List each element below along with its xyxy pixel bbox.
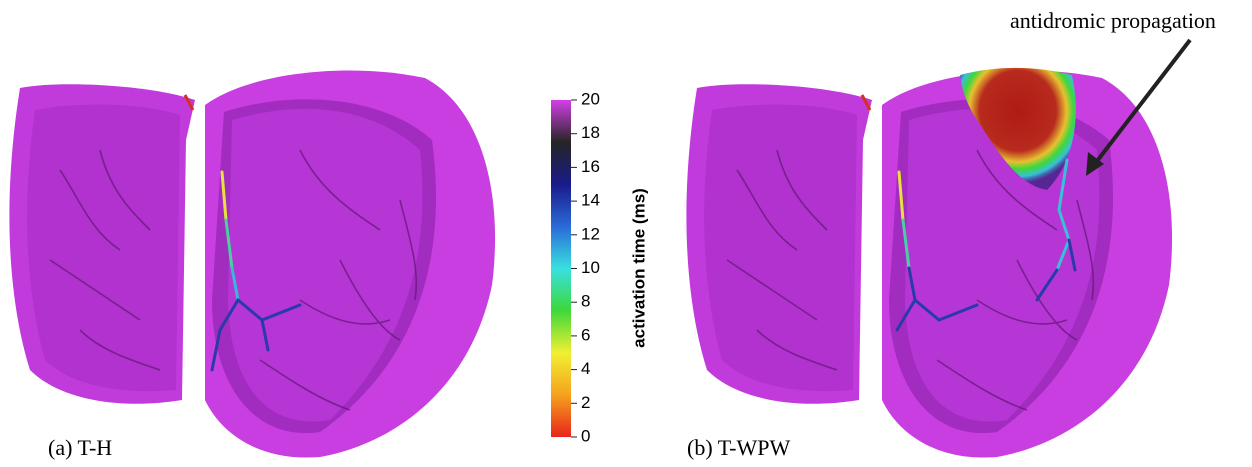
tick-label: 16 bbox=[581, 157, 600, 176]
tick-label: 10 bbox=[581, 258, 600, 277]
colorbar-label: activation time (ms) bbox=[629, 188, 648, 348]
tick-label: 0 bbox=[581, 426, 590, 445]
tick-label: 12 bbox=[581, 224, 600, 243]
tick-label: 4 bbox=[581, 359, 590, 378]
tick-label: 6 bbox=[581, 325, 590, 344]
colorbar: activation time (ms) 0 2 4 6 8 10 12 14 16 18 20 bbox=[551, 89, 648, 445]
tick-label: 8 bbox=[581, 292, 590, 311]
annotation: antidromic propagation bbox=[1010, 8, 1216, 33]
tick-label: 18 bbox=[581, 123, 600, 142]
panel-caption: (a) T-H bbox=[48, 435, 112, 460]
heart-render bbox=[9, 71, 495, 458]
tick-label: 14 bbox=[581, 191, 600, 210]
panel-caption: (b) T-WPW bbox=[687, 435, 791, 460]
heart-render bbox=[686, 71, 1172, 458]
figure: (a) T-H (b) T-WPW antidromic propagation… bbox=[0, 0, 1252, 467]
tick-label: 20 bbox=[581, 89, 600, 108]
colorbar-ramp bbox=[551, 100, 571, 437]
tick-label: 2 bbox=[581, 393, 590, 412]
